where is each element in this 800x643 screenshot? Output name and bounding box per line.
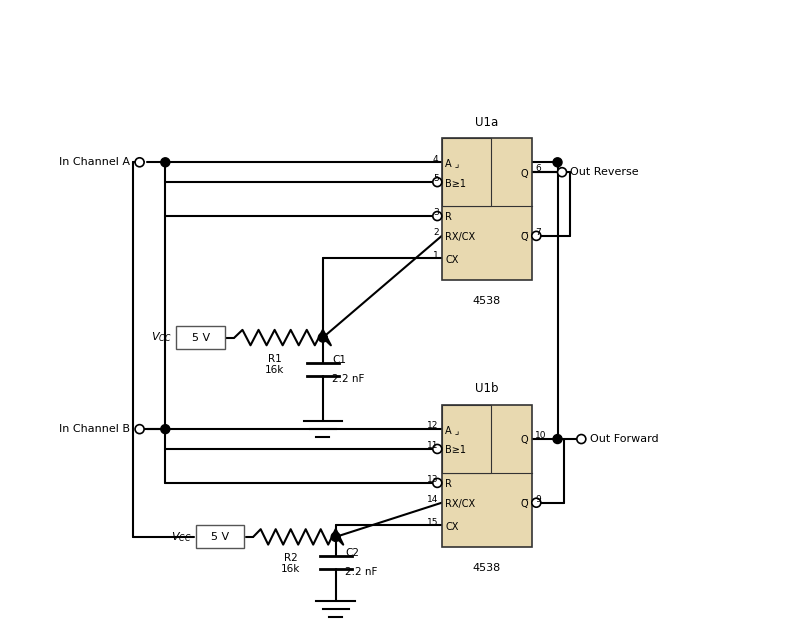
- Text: 2: 2: [433, 228, 438, 237]
- Text: $V_{CC}$: $V_{CC}$: [170, 530, 191, 544]
- Circle shape: [161, 158, 170, 167]
- Circle shape: [553, 435, 562, 444]
- Circle shape: [532, 498, 541, 507]
- FancyBboxPatch shape: [442, 405, 491, 473]
- Text: Q: Q: [521, 435, 529, 446]
- Circle shape: [161, 424, 170, 433]
- Text: RX/CX: RX/CX: [445, 232, 475, 242]
- FancyBboxPatch shape: [442, 405, 532, 547]
- Text: $V_{CC}$: $V_{CC}$: [151, 331, 172, 345]
- Text: 11: 11: [427, 441, 438, 450]
- Text: R: R: [445, 212, 452, 222]
- Text: U1a: U1a: [475, 116, 498, 129]
- Circle shape: [318, 333, 327, 342]
- Text: 5 V: 5 V: [192, 332, 210, 343]
- Text: 12: 12: [427, 421, 438, 430]
- Text: 15: 15: [427, 518, 438, 527]
- Text: CX: CX: [445, 255, 458, 265]
- Text: 4: 4: [433, 154, 438, 163]
- FancyBboxPatch shape: [195, 525, 244, 548]
- Circle shape: [532, 231, 541, 240]
- Circle shape: [577, 435, 586, 444]
- Text: 14: 14: [427, 495, 438, 504]
- Text: B≥1: B≥1: [445, 179, 466, 188]
- FancyBboxPatch shape: [442, 138, 491, 206]
- Text: 4538: 4538: [473, 296, 501, 306]
- Text: 16k: 16k: [281, 564, 300, 574]
- Text: Q̅: Q̅: [521, 499, 529, 509]
- Text: 4538: 4538: [473, 563, 501, 573]
- Text: R2: R2: [284, 553, 298, 563]
- FancyBboxPatch shape: [442, 138, 532, 280]
- Text: A ⌟: A ⌟: [445, 426, 459, 435]
- Text: 13: 13: [427, 475, 438, 484]
- Text: 2.2 nF: 2.2 nF: [333, 374, 365, 385]
- Text: 5 V: 5 V: [211, 532, 229, 542]
- Text: R1: R1: [268, 354, 282, 364]
- Circle shape: [135, 424, 144, 433]
- Text: In Channel A: In Channel A: [59, 158, 130, 167]
- Text: RX/CX: RX/CX: [445, 499, 475, 509]
- Circle shape: [433, 177, 442, 186]
- Text: 5: 5: [433, 174, 438, 183]
- Text: 1: 1: [433, 251, 438, 260]
- FancyBboxPatch shape: [176, 326, 225, 349]
- Text: 6: 6: [535, 165, 541, 174]
- Circle shape: [433, 478, 442, 487]
- Text: U1b: U1b: [475, 383, 498, 395]
- Text: 2.2 nF: 2.2 nF: [346, 567, 378, 577]
- Circle shape: [553, 158, 562, 167]
- Text: Out Forward: Out Forward: [590, 434, 658, 444]
- Text: R: R: [445, 479, 452, 489]
- Text: 7: 7: [535, 228, 541, 237]
- Text: CX: CX: [445, 521, 458, 532]
- Text: In Channel B: In Channel B: [59, 424, 130, 434]
- Text: 3: 3: [433, 208, 438, 217]
- Text: 16k: 16k: [265, 365, 284, 375]
- Text: B≥1: B≥1: [445, 446, 466, 455]
- Text: C1: C1: [333, 355, 346, 365]
- Circle shape: [433, 444, 442, 453]
- Text: Q̅: Q̅: [521, 232, 529, 242]
- Circle shape: [433, 212, 442, 221]
- Text: Out Reverse: Out Reverse: [570, 167, 639, 177]
- Circle shape: [135, 158, 144, 167]
- Circle shape: [331, 532, 340, 541]
- Text: 10: 10: [535, 431, 546, 440]
- Circle shape: [558, 168, 566, 177]
- Text: C2: C2: [346, 548, 359, 558]
- Text: A ⌟: A ⌟: [445, 159, 459, 168]
- Text: 9: 9: [535, 495, 541, 504]
- Text: Q: Q: [521, 168, 529, 179]
